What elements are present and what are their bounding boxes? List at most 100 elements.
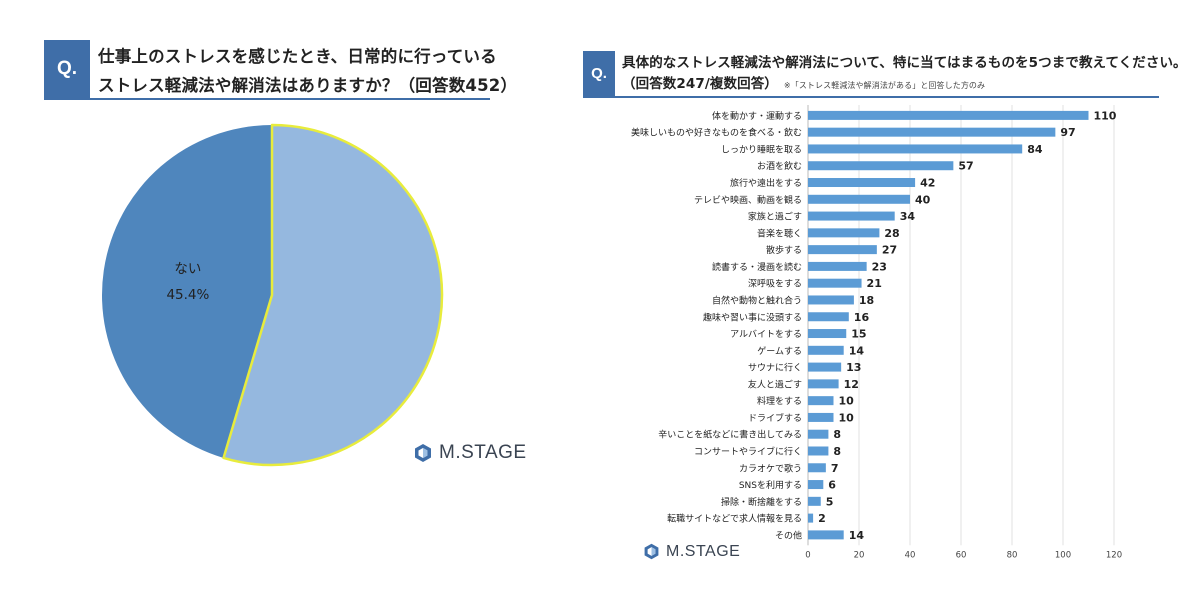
bar [808, 379, 839, 389]
right-logo-text: M.STAGE [666, 542, 741, 560]
bar-value-label: 27 [882, 244, 897, 257]
pie-slice-value-label: 45.4% [166, 287, 209, 303]
category-label: 自然や動物と触れ合う [712, 294, 802, 306]
bar [808, 429, 829, 439]
category-label: 音楽を聴く [757, 227, 802, 239]
bar [808, 329, 847, 339]
left-logo-text: M.STAGE [439, 442, 527, 463]
category-label: サウナに行く [748, 362, 802, 374]
category-label: 深呼吸をする [748, 279, 802, 290]
category-label: 散歩する [766, 244, 802, 256]
bar [808, 345, 844, 355]
bar-value-label: 34 [900, 210, 916, 223]
bar-value-label: 8 [833, 445, 841, 458]
x-tick-label: 80 [1007, 550, 1018, 560]
bar-value-label: 97 [1060, 126, 1075, 139]
category-label: 辛いことを紙などに書き出してみる [658, 429, 802, 441]
category-label: 旅行や遠出をする [730, 177, 802, 189]
right-response-count: （回答数247/複数回答） [622, 76, 778, 92]
bar [808, 194, 910, 204]
x-tick-label: 0 [805, 550, 810, 560]
bar [808, 412, 834, 422]
mstage-logo-icon [415, 444, 431, 462]
bar [808, 278, 862, 288]
category-label: 美味しいものや好きなものを食べる・飲む [631, 127, 802, 139]
bar-value-label: 84 [1027, 143, 1043, 156]
right-panel: Q. 具体的なストレス軽減法や解消法について、特に当てはまるものを5つまで教えて… [580, 0, 1200, 598]
category-label: テレビや映画、動画を観る [694, 194, 802, 206]
left-panel: Q. 仕事上のストレスを感じたとき、日常的に行っている ストレス軽減法や解消法は… [0, 0, 590, 598]
bar [808, 513, 814, 523]
x-tick-label: 120 [1106, 550, 1122, 560]
bar-value-label: 57 [958, 160, 973, 173]
category-label: ドライブする [748, 412, 802, 424]
bar [808, 446, 829, 456]
mstage-logo-icon [644, 543, 659, 560]
category-label: 料理をする [757, 395, 802, 407]
category-label: 家族と過ごす [748, 211, 802, 223]
bar-value-label: 15 [851, 328, 866, 341]
bar-value-label: 10 [839, 411, 855, 424]
right-title-line1: 具体的なストレス軽減法や解消法について、特に当てはまるものを5つまで教えてくださ… [622, 55, 1187, 71]
category-label: お酒を飲む [757, 160, 802, 172]
bar [808, 530, 844, 540]
bar-value-label: 28 [884, 227, 899, 240]
bar-value-label: 2 [818, 512, 826, 525]
bar-value-label: 10 [839, 395, 855, 408]
category-label: 友人と過ごす [748, 378, 802, 390]
left-logo: M.STAGE [412, 442, 527, 464]
bar-value-label: 21 [867, 277, 882, 290]
category-label: その他 [775, 529, 802, 541]
bar-value-label: 18 [859, 294, 874, 307]
category-label: アルバイトをする [730, 329, 802, 340]
bar-value-label: 7 [831, 462, 839, 475]
bar [808, 362, 842, 372]
x-tick-label: 60 [956, 550, 967, 560]
bar-value-label: 40 [915, 193, 931, 206]
pie-slice-1 [101, 125, 272, 458]
bar-chart: 0 20 40 60 80 100 120 体を動かす・運動する 110 美味しいものや好きなもの… [631, 105, 1122, 560]
bar-value-label: 12 [844, 378, 859, 391]
category-label: 読書する・漫画を読む [712, 261, 802, 273]
bar-value-label: 5 [826, 495, 834, 508]
left-question-title: 仕事上のストレスを感じたとき、日常的に行っている ストレス軽減法や解消法はありま… [98, 42, 517, 100]
bar [808, 127, 1056, 137]
pie-slice-label: ない [174, 261, 201, 277]
pie-slice-0 [222, 123, 444, 467]
bar [808, 480, 824, 490]
category-label: 転職サイトなどで求人情報を見る [667, 513, 802, 525]
category-label: コンサートやライブに行く [694, 445, 802, 457]
category-label: しっかり睡眠を取る [721, 143, 802, 155]
category-label: 掃除・断捨離をする [721, 496, 802, 508]
bar-value-label: 42 [920, 177, 935, 190]
right-title-line2: （回答数247/複数回答） ※「ストレス軽減法や解消法がある」と回答した方のみ [622, 74, 1187, 96]
bar [808, 228, 880, 238]
bar [808, 261, 867, 271]
bar [808, 463, 826, 473]
right-note: ※「ストレス軽減法や解消法がある」と回答した方のみ [783, 81, 986, 90]
bar [808, 161, 954, 171]
bar [808, 211, 895, 221]
bar [808, 178, 916, 188]
x-tick-label: 40 [905, 550, 916, 560]
x-tick-label: 20 [854, 550, 865, 560]
category-label: ゲームする [757, 345, 802, 357]
bar [808, 295, 854, 305]
right-title-underline [583, 96, 1159, 98]
bar [808, 245, 877, 255]
bar-value-label: 14 [849, 344, 865, 357]
left-title-line1: 仕事上のストレスを感じたとき、日常的に行っている [98, 47, 497, 66]
bar-value-label: 110 [1094, 109, 1117, 122]
bar [808, 312, 849, 322]
x-tick-label: 100 [1055, 550, 1071, 560]
left-title-underline [44, 98, 490, 100]
right-question-badge: Q. [583, 51, 615, 96]
bar-value-label: 16 [854, 311, 870, 324]
bar-value-label: 14 [849, 529, 865, 542]
right-logo: M.STAGE [642, 542, 740, 561]
right-question-title: 具体的なストレス軽減法や解消法について、特に当てはまるものを5つまで教えてくださ… [622, 53, 1187, 96]
bar-value-label: 23 [872, 260, 887, 273]
category-label: カラオケで歌う [739, 462, 802, 474]
bar-value-label: 6 [828, 479, 836, 492]
category-label: 体を動かす・運動する [712, 110, 802, 122]
